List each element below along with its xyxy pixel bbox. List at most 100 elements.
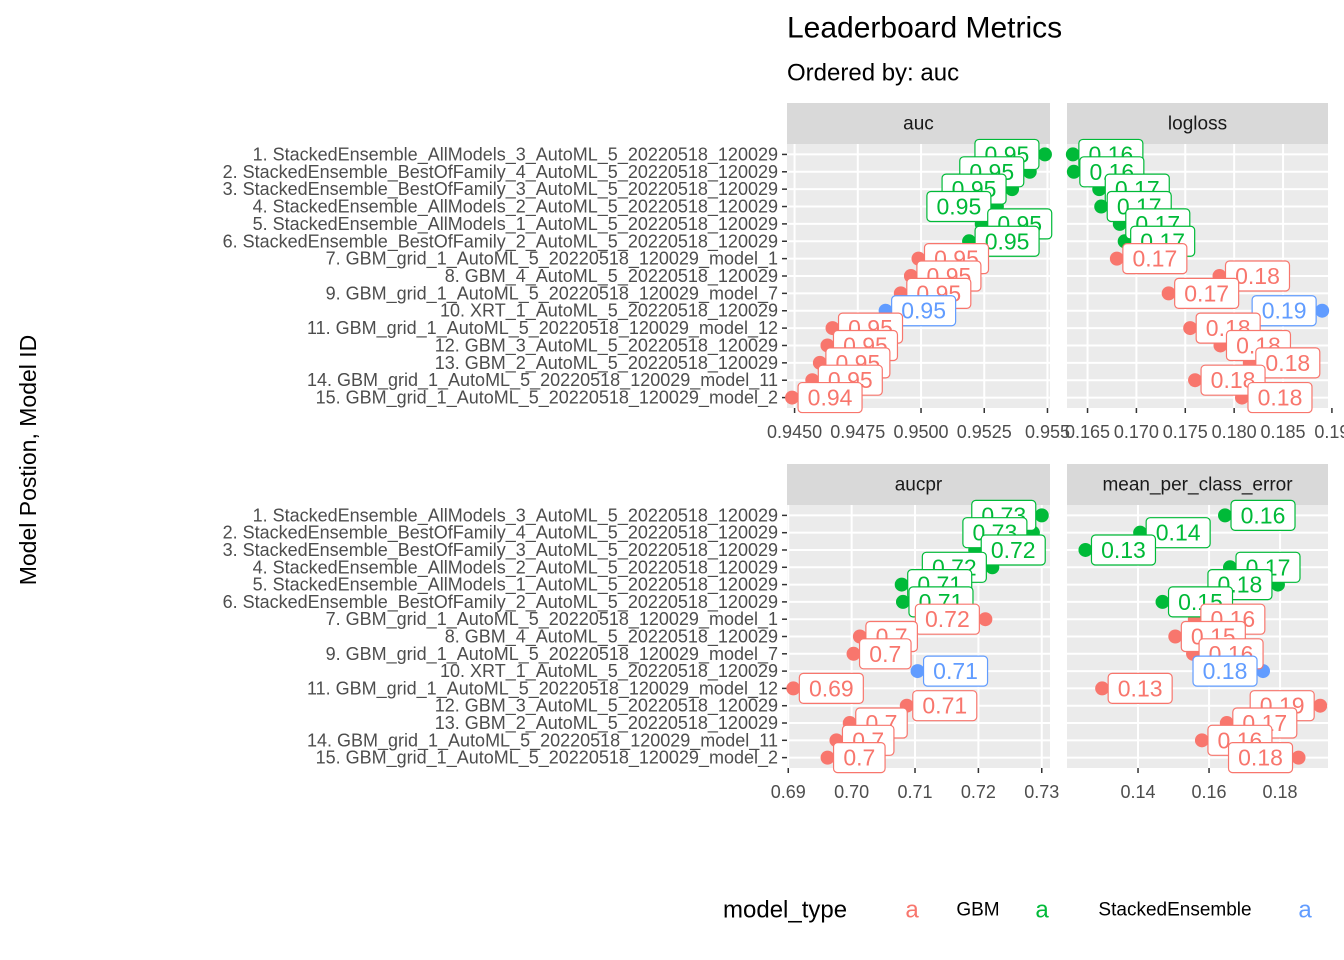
facet-strip-label: aucpr (895, 475, 943, 496)
data-label-text: 0.71 (922, 693, 967, 719)
data-label-box (922, 655, 989, 687)
data-label-box (797, 381, 863, 414)
data-label: 0.16 (1230, 499, 1296, 531)
data-label-text: 0.95 (901, 298, 946, 324)
y-tick-label: 2. StackedEnsemble_BestOfFamily_4_AutoML… (223, 523, 778, 544)
data-label-text: 0.71 (933, 658, 978, 684)
data-label: 0.94 (797, 381, 863, 414)
data-label: 0.18 (1227, 742, 1294, 774)
chart-title: Leaderboard Metrics (787, 12, 1062, 45)
y-tick-label: 12. GBM_3_AutoML_5_20220518_120029 (435, 335, 778, 356)
data-label-box (1122, 243, 1188, 275)
dot (1094, 199, 1109, 214)
data-label-box (1251, 295, 1317, 327)
data-label-text: 0.16 (1241, 502, 1286, 528)
dot (1315, 303, 1330, 318)
dot (846, 646, 861, 661)
dot (1065, 147, 1080, 162)
y-tick-label: 14. GBM_grid_1_AutoML_5_20220518_120029_… (307, 370, 778, 391)
y-tick-label: 9. GBM_grid_1_AutoML_5_20220518_120029_m… (326, 644, 778, 665)
y-tick-label: 2. StackedEnsemble_BestOfFamily_4_AutoML… (223, 162, 778, 183)
data-label-text: 0.13 (1118, 675, 1163, 701)
y-tick-label: 7. GBM_grid_1_AutoML_5_20220518_120029_m… (326, 249, 778, 270)
data-label-text: 0.17 (1184, 280, 1229, 306)
data-label-box (980, 534, 1046, 566)
dot (1291, 750, 1306, 765)
y-tick-label: 15. GBM_grid_1_AutoML_5_20220518_120029_… (316, 748, 778, 769)
data-label-box (1230, 499, 1296, 531)
x-tick-label: 0.18 (1263, 782, 1298, 802)
dot (1313, 698, 1328, 713)
data-label: 0.18 (1192, 655, 1258, 687)
dot (786, 681, 801, 696)
data-label: 0.69 (798, 672, 864, 705)
y-tick-label: 13. GBM_2_AutoML_5_20220518_120029 (435, 353, 778, 374)
dot (978, 612, 993, 627)
data-label-text: 0.18 (1238, 745, 1283, 771)
dot (1168, 629, 1183, 644)
x-tick-label: 0.180 (1212, 422, 1257, 442)
data-label-text: 0.7 (869, 641, 901, 667)
data-label-text: 0.72 (991, 537, 1036, 563)
dot (1037, 147, 1052, 162)
x-tick-label: 0.71 (897, 782, 932, 802)
dot (1095, 681, 1110, 696)
data-label: 0.95 (974, 225, 1040, 257)
x-tick-label: 0.9525 (957, 422, 1012, 442)
y-axis-label: Model Postion, Model ID (15, 335, 41, 586)
facet-strip-label: auc (903, 114, 934, 135)
x-tick-label: 0.14 (1120, 782, 1155, 802)
x-tick-label: 0.16 (1192, 782, 1227, 802)
y-tick-label: 14. GBM_grid_1_AutoML_5_20220518_120029_… (307, 730, 778, 751)
data-label-text: 0.13 (1101, 537, 1146, 563)
data-label-text: 0.18 (1258, 385, 1303, 411)
data-label-box (1224, 260, 1291, 292)
dot (820, 750, 835, 765)
data-label-text: 0.69 (809, 675, 854, 701)
data-label: 0.18 (1247, 381, 1313, 414)
data-label: 0.7 (832, 742, 886, 774)
data-label-box (891, 295, 957, 327)
data-label: 0.19 (1251, 295, 1317, 327)
y-tick-label: 15. GBM_grid_1_AutoML_5_20220518_120029_… (316, 388, 778, 409)
chart-subtitle: Ordered by: auc (787, 60, 959, 87)
legend-key: a (1035, 897, 1049, 924)
y-tick-label: 1. StackedEnsemble_AllModels_3_AutoML_5_… (253, 505, 778, 526)
dot (1161, 286, 1176, 301)
dot (1194, 733, 1209, 748)
data-label-box (1192, 655, 1258, 687)
data-label-box (1227, 742, 1294, 774)
data-label: 0.72 (914, 603, 980, 635)
data-label-text: 0.72 (925, 606, 970, 632)
y-tick-label: 3. StackedEnsemble_BestOfFamily_3_AutoML… (223, 179, 778, 200)
data-label-text: 0.94 (808, 385, 853, 411)
dot (1078, 542, 1093, 557)
dot (1155, 594, 1170, 609)
data-label-box (858, 638, 912, 670)
data-label-box (912, 690, 978, 722)
x-tick-label: 0.175 (1163, 422, 1208, 442)
dot (1183, 321, 1198, 336)
y-tick-label: 6. StackedEnsemble_BestOfFamily_2_AutoML… (223, 231, 778, 252)
dot (1188, 373, 1203, 388)
facet-strip (787, 464, 1050, 505)
dot (1034, 508, 1049, 523)
facet-strip-label: mean_per_class_error (1102, 475, 1293, 496)
x-tick-label: 0.9500 (893, 422, 948, 442)
y-tick-label: 5. StackedEnsemble_AllModels_1_AutoML_5_… (253, 575, 778, 596)
dot (785, 390, 800, 405)
data-label-box (1255, 347, 1321, 379)
legend-label: GBM (956, 900, 999, 921)
data-label-text: 0.14 (1156, 520, 1201, 546)
data-label-box (1145, 517, 1211, 549)
data-label-box (1247, 381, 1313, 414)
y-tick-label: 5. StackedEnsemble_AllModels_1_AutoML_5_… (253, 214, 778, 235)
data-label-box (914, 603, 980, 635)
y-tick-label: 12. GBM_3_AutoML_5_20220518_120029 (435, 696, 778, 717)
x-tick-label: 0.70 (834, 782, 869, 802)
data-label-box (1174, 277, 1240, 309)
y-tick-label: 9. GBM_grid_1_AutoML_5_20220518_120029_m… (326, 283, 778, 304)
legend-title: model_type (723, 897, 847, 924)
legend-key: a (905, 897, 919, 924)
data-label: 0.95 (926, 190, 992, 223)
